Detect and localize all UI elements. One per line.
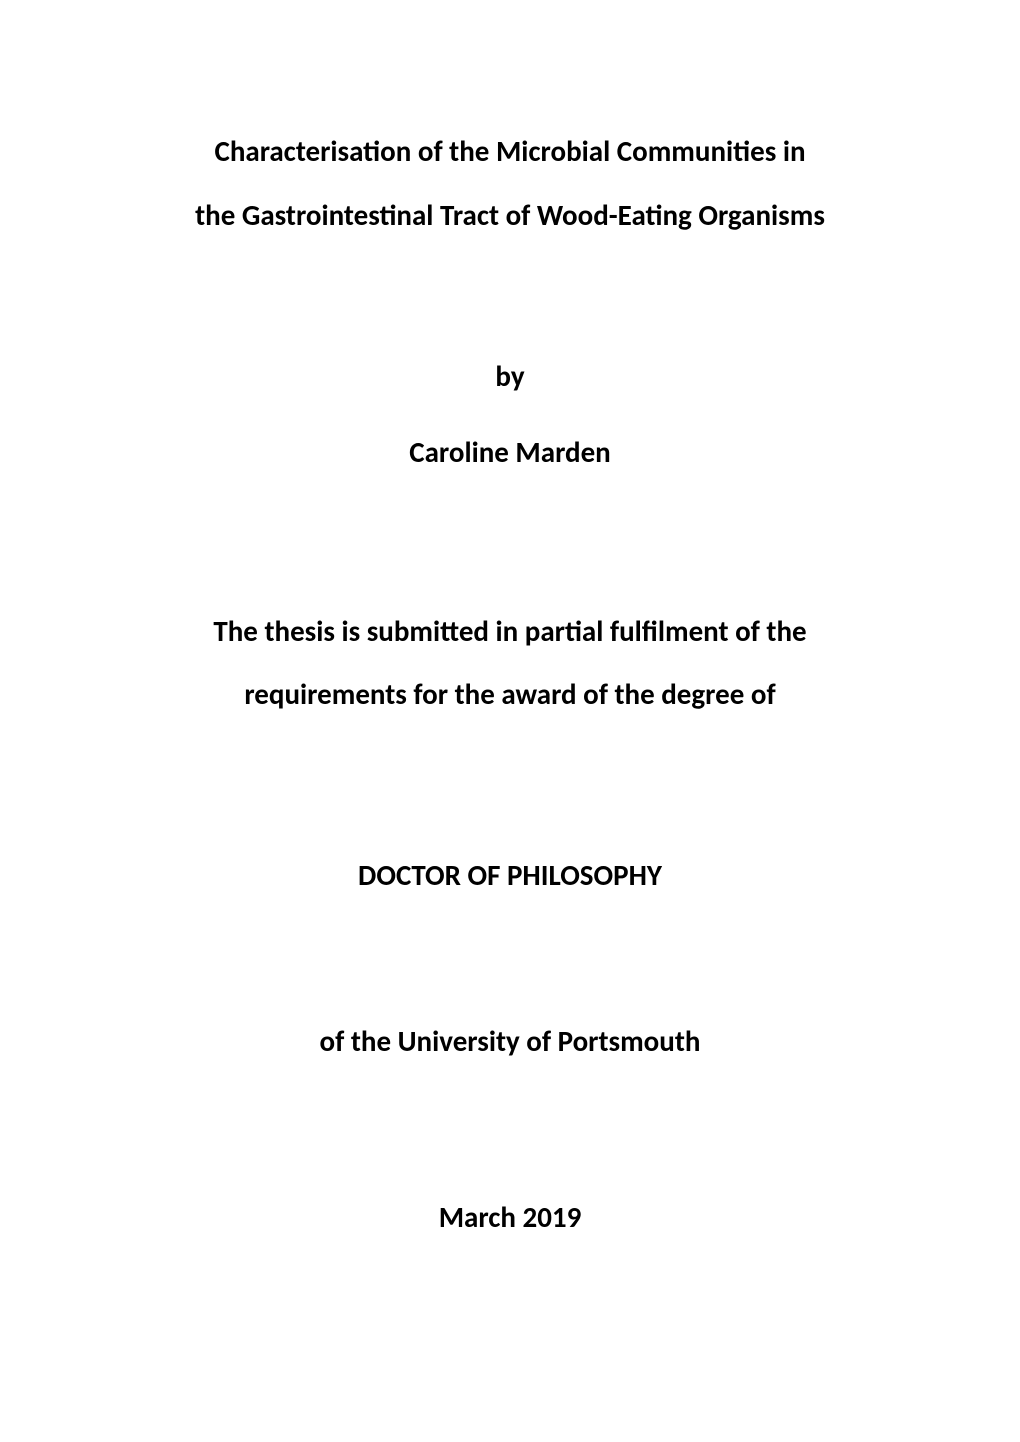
thesis-title-line-2: the Gastrointestinal Tract of Wood-Eatin… [115, 184, 905, 248]
degree-title: DOCTOR OF PHILOSOPHY [115, 857, 905, 893]
submission-statement: The thesis is submitted in partial fulfi… [115, 600, 905, 728]
submission-line-1: The thesis is submitted in partial fulfi… [115, 600, 905, 664]
by-label: by [115, 358, 905, 394]
submission-line-2: requirements for the award of the degree… [115, 663, 905, 727]
thesis-title: Characterisation of the Microbial Commun… [115, 120, 905, 248]
university-name: of the University of Portsmouth [115, 1023, 905, 1059]
submission-date: March 2019 [115, 1199, 905, 1235]
author-name: Caroline Marden [115, 434, 905, 470]
thesis-title-line-1: Characterisation of the Microbial Commun… [115, 120, 905, 184]
